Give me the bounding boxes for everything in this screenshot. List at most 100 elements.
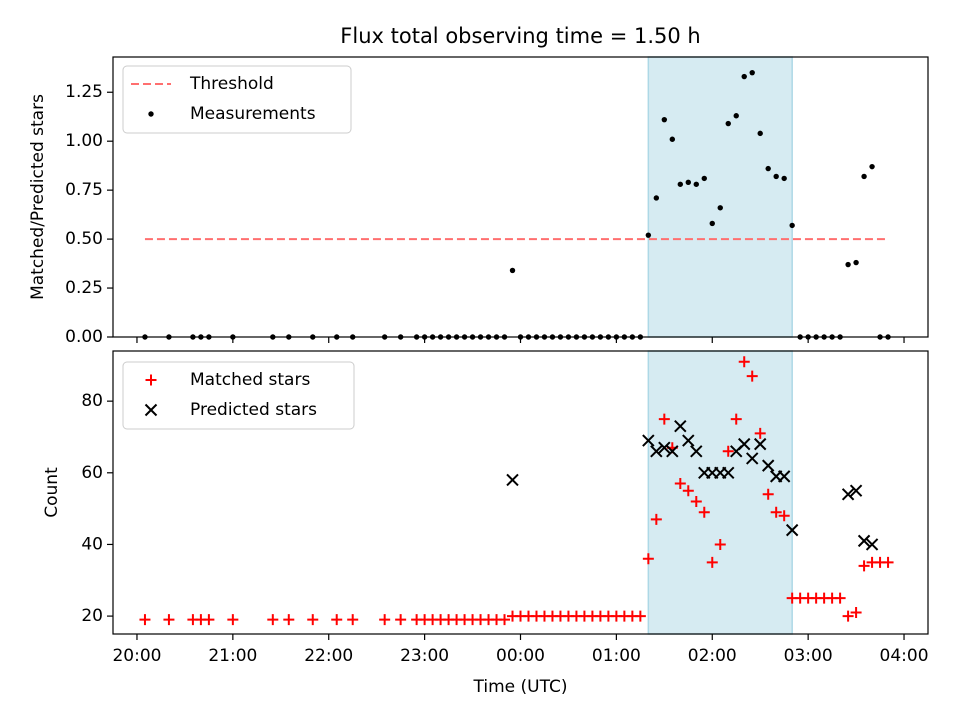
predicted-star-point (642, 434, 655, 447)
measurement-point (845, 261, 851, 268)
bottom-ylabel: Count (42, 467, 62, 518)
measurement-point (765, 165, 771, 172)
legend-matched-label: Matched stars (190, 370, 310, 390)
matched-star-point (770, 506, 782, 518)
matched-star-point (227, 614, 239, 626)
matched-star-point (650, 513, 662, 525)
matched-star-point (706, 556, 718, 568)
predicted-star-point (753, 437, 767, 451)
measurement-point (861, 173, 867, 180)
measurement-point (509, 267, 516, 274)
top-ytick-label: 0.75 (65, 180, 103, 200)
matched-star-point (331, 614, 343, 626)
measurement-point (757, 130, 763, 137)
predicted-star-point (690, 445, 703, 458)
predicted-star-point (849, 484, 863, 497)
top-ytick-label: 0.00 (65, 327, 103, 347)
matched-star-point (730, 413, 742, 425)
predicted-star-point (722, 466, 735, 480)
xtick-label: 20:00 (112, 646, 161, 666)
xtick-label: 22:00 (304, 646, 353, 666)
xtick-label: 21:00 (208, 646, 257, 666)
matched-star-point (682, 485, 694, 497)
predicted-star-point (738, 437, 751, 451)
measurement-point (669, 136, 676, 142)
top-legend: Threshold Measurements (122, 65, 352, 134)
predicted-star-point (841, 488, 855, 501)
predicted-star-point (658, 441, 671, 454)
chart-title: Flux total observing time = 1.50 h (340, 24, 700, 48)
xtick-label: 00:00 (496, 646, 545, 666)
matched-star-point (395, 614, 407, 626)
predicted-star-point (761, 459, 775, 472)
measurement-point (741, 73, 747, 80)
matched-star-point (842, 610, 854, 622)
matched-star-point (738, 356, 750, 368)
top-ytick-label: 1.00 (65, 131, 103, 151)
matched-star-point (722, 445, 734, 457)
matched-star-point (499, 614, 511, 626)
measurement-point (661, 116, 668, 123)
matched-star-point (882, 556, 894, 568)
matched-star-point (203, 614, 215, 626)
bottom-ytick-label: 60 (81, 463, 103, 483)
measurement-point (685, 179, 691, 186)
legend-predicted-swatch (144, 403, 158, 417)
measurement-point (789, 222, 795, 229)
matched-star-point (858, 560, 870, 572)
legend-measurements-swatch (148, 111, 154, 117)
measurement-point (733, 113, 739, 119)
measurement-point (725, 120, 731, 127)
shaded-span (647, 56, 793, 338)
matched-star-point (267, 614, 279, 626)
bottom-ytick-label: 40 (81, 534, 103, 554)
measurement-point (853, 259, 859, 266)
legend-measurements-label: Measurements (190, 104, 316, 124)
matched-star-point (714, 538, 726, 550)
matched-star-point (347, 614, 359, 626)
top-ytick-label: 1.25 (65, 82, 103, 102)
measurement-point (773, 173, 779, 180)
bottom-legend: Matched stars Predicted stars (122, 361, 355, 430)
predicted-star-point (746, 452, 759, 465)
matched-star-point (674, 478, 686, 490)
matched-star-point (634, 610, 646, 622)
matched-star-point (754, 427, 766, 439)
matched-star-point (762, 488, 774, 500)
legend-predicted-label: Predicted stars (190, 400, 317, 420)
xtick-label: 03:00 (784, 646, 833, 666)
x-axis-label: Time (UTC) (473, 677, 568, 697)
top-panel: 0.00 0.25 0.50 0.75 1.00 1.25 Matched/Predicte… (28, 56, 929, 347)
matched-star-point (834, 592, 846, 604)
matched-star-point (163, 614, 175, 626)
predicted-star-point (666, 445, 679, 458)
xtick-label: 01:00 (592, 646, 641, 666)
matched-star-point (690, 495, 702, 507)
measurement-point (717, 205, 723, 211)
predicted-star-point (682, 434, 695, 447)
shaded-span (647, 350, 793, 635)
predicted-star-point (785, 523, 799, 537)
predicted-star-point (865, 538, 879, 551)
predicted-star-point (857, 534, 871, 548)
measurement-point (653, 195, 660, 201)
matched-star-point (642, 553, 654, 565)
measurement-point (677, 181, 684, 187)
top-ytick-label: 0.50 (65, 229, 103, 249)
matched-star-point (307, 614, 319, 626)
legend-box (122, 65, 352, 134)
matched-star-point (283, 614, 295, 626)
top-ylabel: Matched/Predicted stars (28, 94, 48, 300)
matched-star-point (658, 413, 670, 425)
bottom-panel: 20 40 60 80 20:00 21:00 22:00 23:00 00:00 01:00 02… (42, 350, 929, 697)
matched-star-point (778, 510, 790, 522)
measurement-point (645, 232, 652, 238)
predicted-star-point (674, 420, 687, 433)
predicted-star-point (650, 445, 663, 458)
legend-box (122, 361, 355, 430)
xtick-label: 23:00 (400, 646, 449, 666)
predicted-star-point (506, 473, 519, 487)
top-ytick-label: 0.25 (65, 278, 103, 298)
matched-star-point (139, 614, 151, 626)
bottom-ytick-label: 80 (81, 391, 103, 411)
